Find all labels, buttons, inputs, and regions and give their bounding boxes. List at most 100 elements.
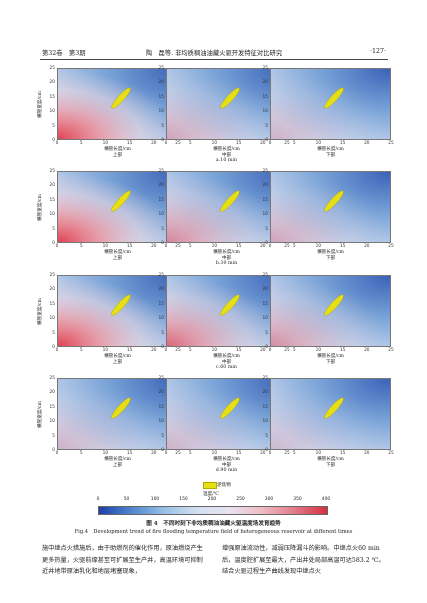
y-tick-label: 5 — [52, 123, 55, 129]
x-axis-label: 横管长度/cm — [317, 250, 344, 255]
y-tick-label: 15 — [49, 94, 55, 100]
x-tick-label: 5 — [188, 141, 192, 146]
y-tick-label: 5 — [52, 226, 55, 232]
x-tick-label: 10 — [315, 451, 322, 456]
temperature-field — [58, 276, 177, 346]
article-title: 陶 磊等. 非均质稠油油藏火驱开发特征对比研究 — [145, 50, 283, 57]
y-tick-label: 10 — [262, 316, 268, 322]
position-label: 中部 — [221, 360, 232, 365]
temperature-field — [58, 379, 177, 449]
y-tick-label: 25 — [158, 376, 164, 381]
y-tick-label: 25 — [49, 273, 55, 278]
colorbar-tick-label: 100 — [150, 497, 160, 502]
x-tick-label: 0 — [55, 244, 59, 249]
position-label: 上部 — [112, 153, 123, 158]
colorbar-tick-label: 150 — [179, 497, 188, 502]
x-tick-label: 15 — [126, 451, 133, 456]
temperature-panel — [166, 275, 287, 347]
x-tick-label: 10 — [315, 348, 322, 353]
colorbar-unit-label: 温度/℃ — [203, 492, 219, 497]
y-tick-label: 0 — [52, 241, 55, 246]
y-tick-label: 15 — [158, 404, 164, 410]
temperature-panel — [57, 378, 178, 450]
y-tick-label: 5 — [265, 330, 268, 336]
x-tick-label: 5 — [292, 244, 296, 249]
y-tick-label: 5 — [265, 226, 268, 232]
temperature-field — [58, 172, 177, 242]
x-tick-label: 10 — [315, 141, 322, 146]
temperature-field — [271, 69, 390, 139]
position-label: 中部 — [221, 463, 232, 468]
temperature-panel — [57, 68, 178, 140]
temperature-field — [167, 69, 286, 139]
y-tick-label: 20 — [158, 80, 164, 86]
x-tick-label: 10 — [102, 348, 109, 353]
x-tick-label: 20 — [151, 244, 157, 249]
x-tick-label: 15 — [339, 244, 346, 249]
temperature-panel — [270, 68, 391, 140]
x-tick-label: 10 — [211, 141, 218, 146]
temperature-field — [271, 172, 390, 242]
body-text-right: 增强原油流动性，减弱压降漏斗的影响。中继点火60 min后，温度腔扩展至最大，产… — [222, 545, 385, 575]
x-tick-label: 0 — [164, 348, 168, 353]
temperature-field — [167, 172, 286, 242]
x-tick-label: 0 — [164, 141, 168, 146]
x-tick-label: 25 — [388, 451, 394, 456]
y-tick-label: 0 — [265, 448, 268, 453]
x-tick-label: 15 — [235, 244, 242, 249]
x-tick-label: 5 — [79, 451, 83, 456]
y-tick-label: 0 — [265, 138, 268, 143]
y-tick-label: 15 — [49, 197, 55, 203]
y-axis-label: 横管宽度/cm — [38, 91, 43, 118]
temperature-panel — [166, 171, 287, 243]
temperature-panel — [57, 275, 178, 347]
y-tick-label: 10 — [158, 316, 164, 322]
position-label: 中部 — [221, 256, 232, 261]
x-axis-label: 横管长度/cm — [104, 250, 131, 255]
x-tick-label: 20 — [364, 141, 370, 146]
y-tick-label: 10 — [158, 109, 164, 115]
coke-legend-label: 泥焦物 — [217, 483, 231, 488]
x-axis-label: 横管长度/cm — [104, 457, 131, 462]
volume-issue: 第32卷 第3期 — [42, 50, 86, 57]
x-tick-label: 15 — [126, 244, 133, 249]
y-tick-label: 15 — [262, 197, 268, 203]
y-tick-label: 25 — [49, 66, 55, 71]
x-tick-label: 20 — [260, 451, 266, 456]
colorbar-tick-label: 350 — [293, 497, 302, 502]
x-axis-label: 横管长度/cm — [213, 250, 240, 255]
y-tick-label: 0 — [52, 448, 55, 453]
temperature-field — [167, 276, 286, 346]
y-tick-label: 25 — [158, 169, 164, 174]
y-tick-label: 25 — [49, 169, 55, 174]
x-tick-label: 25 — [388, 348, 394, 353]
x-tick-label: 5 — [292, 348, 296, 353]
y-tick-label: 15 — [158, 197, 164, 203]
y-tick-label: 20 — [49, 287, 55, 293]
x-axis-label: 横管长度/cm — [317, 457, 344, 462]
x-tick-label: 25 — [175, 451, 181, 456]
x-tick-label: 15 — [339, 451, 346, 456]
y-tick-label: 25 — [262, 66, 268, 71]
x-tick-label: 20 — [364, 348, 370, 353]
x-tick-label: 10 — [102, 244, 109, 249]
temperature-field — [167, 379, 286, 449]
x-tick-label: 25 — [175, 244, 181, 249]
row-time-label: b.30 min — [215, 261, 238, 266]
y-tick-label: 10 — [49, 212, 55, 218]
x-tick-label: 0 — [55, 348, 59, 353]
x-tick-label: 0 — [164, 244, 168, 249]
x-tick-label: 0 — [164, 451, 168, 456]
y-tick-label: 10 — [158, 212, 164, 218]
x-tick-label: 20 — [151, 141, 157, 146]
temperature-field — [271, 379, 390, 449]
body-text-left: 施中继点火措施后，由于助燃剂的催化作用，原油燃烧产生更多热量，火驱前缘甚至可扩展… — [42, 545, 203, 575]
x-tick-label: 20 — [364, 451, 370, 456]
running-head: 第32卷 第3期 陶 磊等. 非均质稠油油藏火驱开发特征对比研究 ·127· — [42, 48, 386, 58]
colorbar-tick-label: 50 — [123, 497, 130, 502]
y-tick-label: 10 — [49, 316, 55, 322]
y-tick-label: 5 — [161, 123, 164, 129]
y-axis-label: 横管宽度/cm — [38, 194, 43, 221]
x-tick-label: 25 — [175, 141, 181, 146]
x-tick-label: 25 — [175, 348, 181, 353]
